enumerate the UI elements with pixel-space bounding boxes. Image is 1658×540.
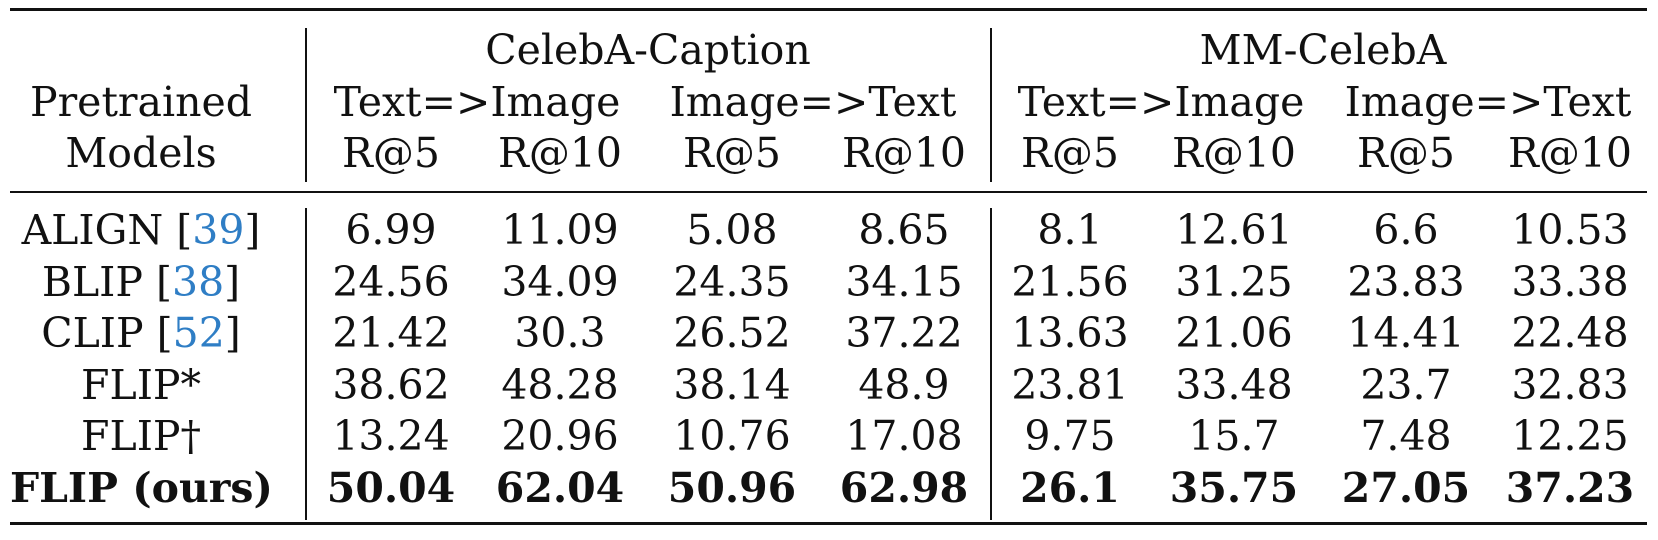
citation-bracket: ] [244,206,261,254]
col-header-r5: R@5 [1357,129,1455,177]
subheader-t2i-celeba: Text=>Image [333,78,621,126]
citation-link[interactable]: 52 [172,309,225,358]
table-cell: 21.56 [1011,257,1129,306]
col-header-r5: R@5 [1021,129,1119,177]
header-rule [10,191,1647,193]
table-cell: 12.61 [1175,206,1293,254]
table-cell: 8.1 [1037,206,1103,254]
row-label-header-line1: Pretrained [30,78,252,126]
row-label: CLIP [52] [10,307,272,359]
table-cell: 34.09 [501,257,619,306]
citation-link[interactable]: 38 [172,257,225,306]
table-cell: 50.96 [667,464,797,512]
row-label: FLIP* [10,359,272,411]
table-cell: 12.25 [1511,412,1629,461]
row-label-header-line2: Models [65,129,217,177]
table-cell: 38.62 [332,360,450,409]
table-cell: 37.22 [845,309,963,358]
table-cell: 5.08 [686,206,778,254]
table-cell: 35.75 [1169,464,1299,512]
citation-link[interactable]: 39 [192,206,245,254]
subheader-i2t-celeba: Image=>Text [669,78,957,126]
table-cell: 10.53 [1511,206,1629,254]
table-cell: 21.06 [1175,309,1293,358]
group-celeba-caption: CelebA-Caption [485,26,811,74]
model-name: FLIP (ours) [10,464,273,512]
table-cell: 48.9 [858,360,950,409]
table-cell: 62.98 [839,464,969,512]
row-label: FLIP† [10,410,272,462]
col-header-r10: R@10 [497,129,623,177]
table-cell: 48.28 [501,360,619,409]
table-cell: 14.41 [1347,309,1465,358]
table-cell: 24.35 [673,257,791,306]
table-cell: 20.96 [501,412,619,461]
model-name: FLIP* [81,360,201,409]
table-cell: 9.75 [1024,412,1116,461]
table-cell: 30.3 [514,309,606,358]
table-cell: 7.48 [1360,412,1452,461]
table-cell: 11.09 [501,206,619,254]
header-divider-right [990,28,992,182]
col-header-r10: R@10 [841,129,967,177]
table-cell: 23.7 [1360,360,1452,409]
model-name: BLIP [ [41,257,172,306]
top-rule [10,8,1647,11]
table-cell: 50.04 [326,464,456,512]
body-divider-left [305,208,307,520]
table-cell: 62.04 [495,464,625,512]
table-cell: 31.25 [1175,257,1293,306]
table-cell: 10.76 [673,412,791,461]
table-cell: 6.99 [345,206,437,254]
bottom-rule [10,522,1647,525]
model-name: FLIP† [81,412,201,461]
table-cell: 23.83 [1347,257,1465,306]
table-cell: 21.42 [332,309,450,358]
table-cell: 26.52 [673,309,791,358]
group-mm-celeba: MM-CelebA [1199,26,1447,74]
table-cell: 33.38 [1511,257,1629,306]
col-header-r10: R@10 [1507,129,1633,177]
citation-bracket: ] [224,309,241,358]
table-cell: 13.24 [332,412,450,461]
table-cell: 6.6 [1373,206,1439,254]
model-name: ALIGN [ [21,206,193,254]
row-label: FLIP (ours) [10,462,273,514]
table-cell: 24.56 [332,257,450,306]
citation-bracket: ] [224,257,241,306]
body-divider-right [990,208,992,520]
table-cell: 8.65 [858,206,950,254]
table-cell: 17.08 [845,412,963,461]
table-cell: 38.14 [673,360,791,409]
table-cell: 27.05 [1341,464,1471,512]
table-cell: 23.81 [1011,360,1129,409]
row-label: BLIP [38] [10,256,272,308]
row-label: ALIGN [39] [10,204,272,256]
table-cell: 32.83 [1511,360,1629,409]
col-header-r10: R@10 [1171,129,1297,177]
table-cell: 15.7 [1188,412,1280,461]
header-divider-left [305,28,307,182]
table-cell: 22.48 [1511,309,1629,358]
table-cell: 37.23 [1505,464,1635,512]
subheader-i2t-mm: Image=>Text [1344,78,1632,126]
model-name: CLIP [ [41,309,173,358]
table-cell: 13.63 [1011,309,1129,358]
table-cell: 34.15 [845,257,963,306]
col-header-r5: R@5 [683,129,781,177]
table-cell: 33.48 [1175,360,1293,409]
subheader-t2i-mm: Text=>Image [1017,78,1305,126]
table-cell: 26.1 [1020,464,1120,512]
col-header-r5: R@5 [342,129,440,177]
